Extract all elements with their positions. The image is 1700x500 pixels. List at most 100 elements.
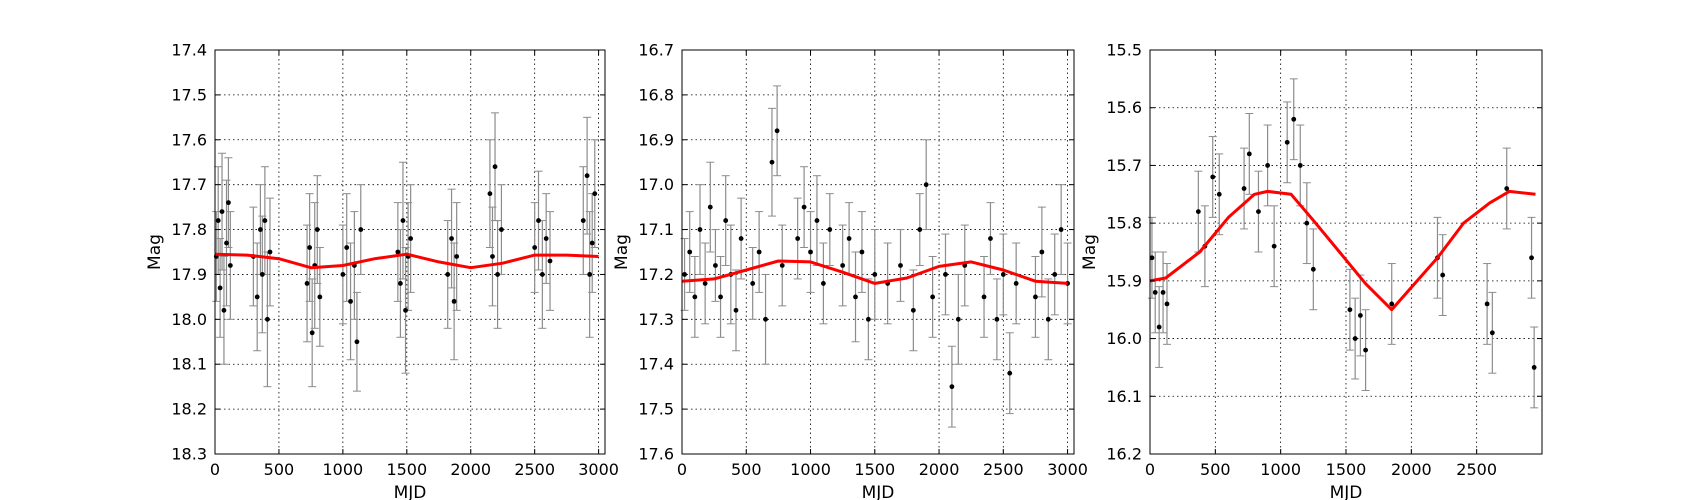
data-point	[1256, 209, 1261, 215]
data-point	[713, 263, 718, 268]
y-tick-label: 15.6	[1106, 98, 1142, 117]
x-tick-label: 1000	[1260, 460, 1301, 479]
model-curve	[214, 252, 599, 270]
data-point	[923, 182, 929, 188]
data-point	[697, 227, 703, 232]
data-point	[814, 218, 820, 223]
x-tick-label: 2500	[1456, 460, 1497, 479]
y-tick-label: 18.2	[171, 400, 207, 419]
data-point	[592, 191, 598, 197]
data-point	[1357, 313, 1363, 318]
y-tick-label: 16.1	[1106, 387, 1142, 406]
y-tick-label: 16.8	[638, 85, 674, 104]
data-point	[1297, 163, 1303, 168]
y-axis-label: Mag	[1080, 234, 1100, 270]
data-point	[265, 316, 270, 322]
data-point	[1440, 272, 1446, 278]
plot-frame	[214, 49, 606, 455]
data-point	[589, 240, 595, 246]
data-point	[846, 236, 852, 241]
data-point	[1489, 330, 1495, 336]
x-axis-label: MJD	[394, 483, 427, 500]
data-point	[692, 294, 698, 300]
data-point	[257, 227, 263, 232]
x-tick-label: 0	[210, 460, 220, 479]
data-point	[587, 272, 593, 277]
data-point	[1160, 290, 1166, 295]
y-tick-label: 15.9	[1106, 271, 1142, 290]
data-point	[395, 249, 401, 255]
plot-area	[682, 50, 1074, 454]
data-point	[536, 218, 541, 223]
data-point	[539, 272, 545, 277]
x-tick-label: 0	[677, 460, 687, 479]
y-tick-label: 17.6	[171, 130, 207, 149]
data-point	[1271, 243, 1277, 249]
y-tick-label: 17.4	[171, 41, 207, 60]
data-point	[221, 307, 227, 313]
data-point	[309, 330, 315, 336]
y-tick-label: 16.7	[638, 41, 674, 60]
data-point	[449, 236, 454, 241]
data-point	[1529, 255, 1534, 261]
data-point	[304, 281, 310, 286]
data-point	[262, 218, 268, 223]
data-point	[702, 281, 708, 286]
data-point	[1347, 307, 1353, 313]
y-axis-label: Mag	[145, 234, 165, 270]
data-point	[1156, 324, 1162, 330]
data-point	[769, 159, 775, 165]
x-tick-label: 2000	[450, 460, 491, 479]
chart-panel-2: 0 500 1000 1500 2000 2500 3000 16.7 16.8 16.9 17.0…	[612, 41, 1088, 500]
x-tick-label: 500	[264, 460, 295, 479]
data-point	[584, 173, 590, 179]
y-tick-label: 16.2	[1106, 445, 1142, 464]
model-curve	[1149, 189, 1536, 312]
y-tick-label: 16.9	[638, 130, 674, 149]
data-point	[490, 254, 495, 259]
y-tick-label: 18.0	[171, 310, 207, 329]
y-tick-label: 15.8	[1106, 214, 1142, 233]
y-tick-label: 15.5	[1106, 41, 1142, 60]
x-tick-label: 2000	[1391, 460, 1432, 479]
x-tick-label: 3000	[1047, 460, 1088, 479]
data-point	[215, 218, 221, 223]
data-point	[254, 294, 260, 300]
y-tick-label: 15.7	[1106, 156, 1142, 175]
y-tick-label: 18.3	[171, 445, 207, 464]
model-curve	[681, 259, 1068, 285]
y-axis-label: Mag	[612, 234, 632, 270]
x-tick-label: 500	[1200, 460, 1231, 479]
data-point	[779, 263, 785, 268]
data-point	[267, 249, 273, 255]
data-point	[1246, 151, 1252, 157]
data-point	[750, 281, 756, 286]
plot-area	[1150, 50, 1542, 454]
x-tick-label: 1500	[386, 460, 427, 479]
data-point	[1007, 370, 1013, 376]
data-point	[1265, 163, 1270, 168]
data-point	[994, 316, 1000, 322]
data-point	[898, 263, 903, 268]
x-tick-label: 500	[731, 460, 762, 479]
chart-panel-3: 0 500 1000 1500 2000 2500 15.5 15.6 15.7 15.8 15.9…	[1080, 41, 1543, 500]
data-point	[224, 240, 229, 246]
data-point	[1304, 220, 1310, 226]
data-point	[718, 294, 723, 300]
data-point	[219, 209, 225, 215]
data-point	[580, 218, 586, 223]
data-point	[795, 236, 801, 241]
data-point	[398, 281, 403, 286]
data-point	[1045, 316, 1051, 322]
y-tick-label: 17.9	[171, 265, 207, 284]
data-point	[840, 263, 846, 268]
x-tick-label: 0	[1145, 460, 1155, 479]
data-point	[763, 316, 768, 322]
y-tick-label: 17.1	[638, 220, 674, 239]
data-point	[733, 307, 739, 313]
data-point	[492, 164, 498, 170]
data-point	[499, 227, 504, 232]
x-tick-label: 1000	[790, 460, 831, 479]
data-point	[1000, 272, 1006, 277]
data-point	[988, 236, 993, 241]
